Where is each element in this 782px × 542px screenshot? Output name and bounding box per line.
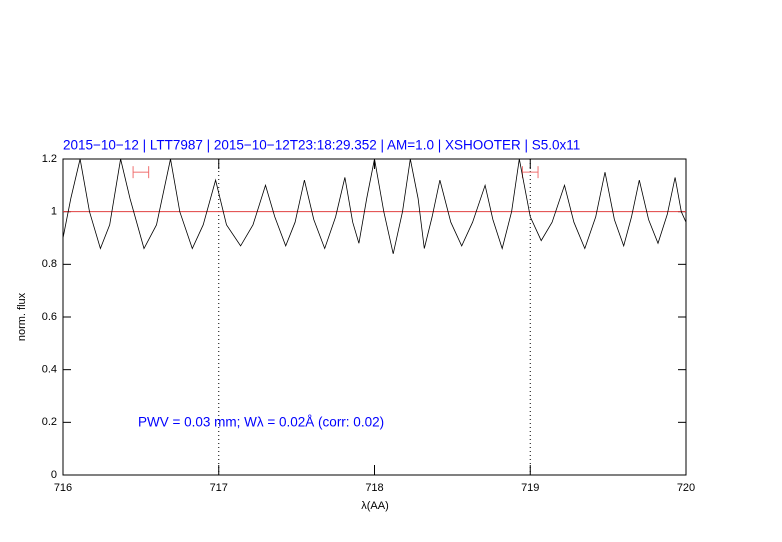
- annotation: PWV = 0.03 mm; Wλ = 0.02Å (corr: 0.02): [138, 415, 384, 430]
- y-tick-label: 0.4: [42, 364, 57, 376]
- spectrum-line: [62, 158, 687, 254]
- y-tick-label: 1: [51, 206, 57, 218]
- y-tick-label: 0.2: [42, 416, 57, 428]
- x-tick-label: 716: [54, 482, 72, 494]
- y-axis-label: norm. flux: [16, 292, 28, 341]
- x-tick-label: 719: [521, 482, 539, 494]
- x-axis-label: λ(AA): [361, 500, 389, 512]
- chart-title: 2015−10−12 | LTT7987 | 2015−10−12T23:18:…: [63, 138, 580, 153]
- x-tick-label: 717: [210, 482, 228, 494]
- y-tick-label: 1.2: [42, 153, 57, 165]
- x-tick-label: 718: [365, 482, 383, 494]
- y-tick-label: 0: [51, 469, 57, 481]
- y-tick-label: 0.8: [42, 258, 57, 270]
- x-tick-label: 720: [677, 482, 695, 494]
- y-tick-label: 0.6: [42, 311, 57, 323]
